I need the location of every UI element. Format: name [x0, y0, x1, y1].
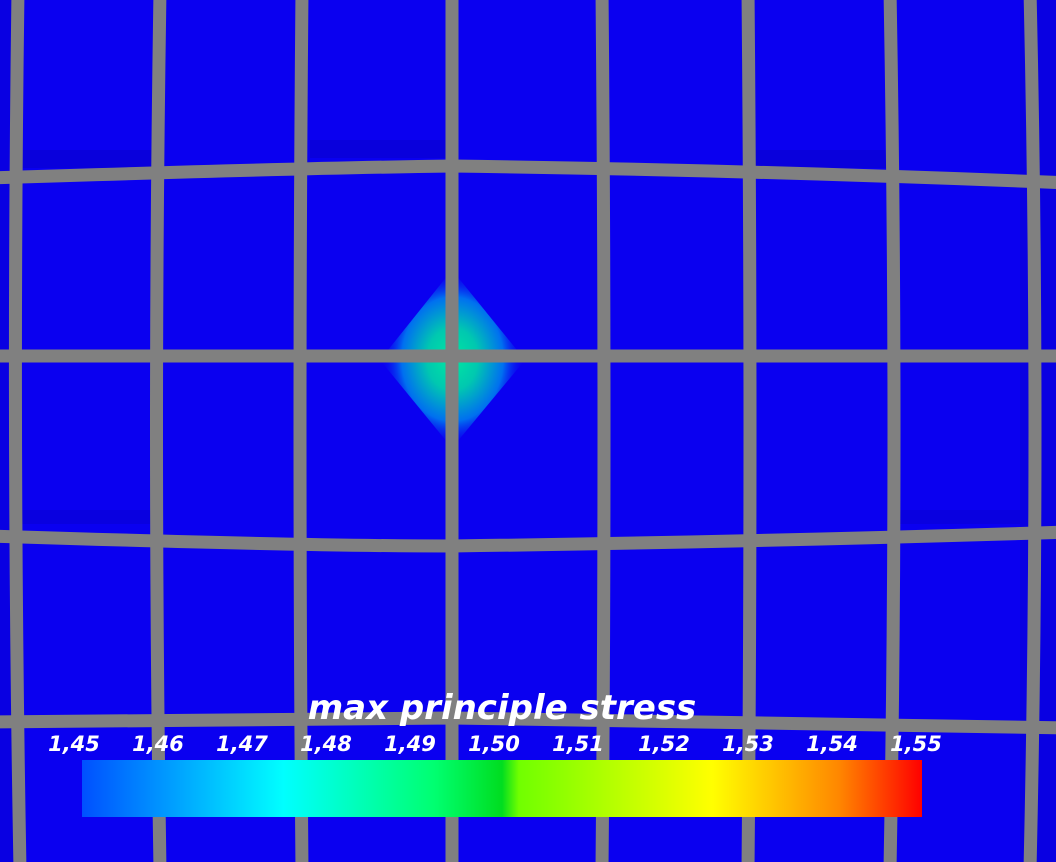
mesh-vertical-bars [8, 0, 1042, 862]
